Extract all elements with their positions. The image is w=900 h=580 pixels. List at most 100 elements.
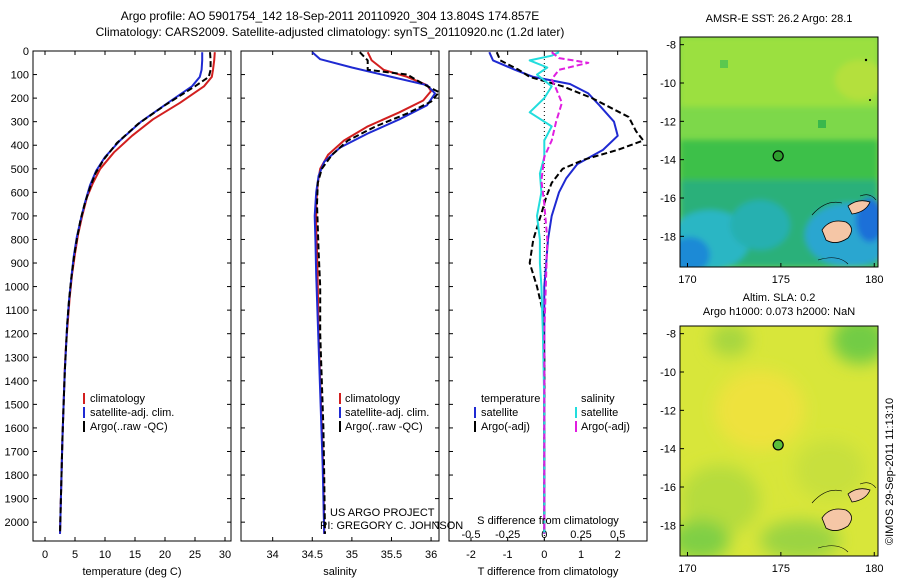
series-line-s-satellite bbox=[528, 51, 560, 534]
ytick-label: 1800 bbox=[5, 470, 29, 482]
difference-axes-frame bbox=[448, 50, 648, 542]
map-ytick-label: -18 bbox=[660, 231, 676, 243]
figure-title-line1: Argo profile: AO 5901754_142 18-Sep-2011… bbox=[121, 9, 540, 23]
map-ytick-label: -10 bbox=[660, 78, 676, 90]
salinity-legend: climatology satellite-adj. clim. Argo(..… bbox=[339, 393, 429, 433]
xtick-label: 5 bbox=[72, 549, 78, 561]
map-ytick-label: -10 bbox=[660, 367, 676, 379]
legend-label-s-satellite: satellite bbox=[581, 407, 618, 419]
xtick-label: 20 bbox=[159, 549, 171, 561]
temperature-yticks: 0 100 200 300 400 500 600 700 800 900 1000 1100 1200… bbox=[5, 46, 231, 529]
legend-label-climatology: climatology bbox=[345, 393, 401, 405]
ytick-label: 1000 bbox=[5, 282, 29, 294]
salinity-diff-xlabel: S difference from climatology bbox=[477, 515, 619, 527]
sst-map-title: AMSR-E SST: 26.2 Argo: 28.1 bbox=[706, 13, 853, 25]
salinity-yticks bbox=[241, 50, 439, 523]
map-xtick-label: 170 bbox=[678, 563, 696, 575]
xtick-label: 0 bbox=[541, 549, 547, 561]
map-ytick-label: -18 bbox=[660, 520, 676, 532]
series-line-t-satellite bbox=[488, 51, 619, 534]
legend-label-s-argo: Argo(-adj) bbox=[581, 421, 630, 433]
salinity-panel: 34 34.5 35 35.5 36 salinity climatology sate… bbox=[240, 50, 463, 578]
salinity-axes-frame bbox=[240, 50, 440, 542]
legend-label-argo: Argo(..raw -QC) bbox=[345, 421, 423, 433]
xtick-label: 0 bbox=[42, 549, 48, 561]
map-xtick-label: 175 bbox=[772, 274, 790, 286]
salinity-xlabel: salinity bbox=[323, 566, 357, 578]
difference-legend: temperature salinity satellite Argo(-adj… bbox=[474, 393, 630, 433]
sla-map-frame bbox=[679, 325, 879, 557]
map-xtick-label: 180 bbox=[865, 274, 883, 286]
salinity-xticks: 34 34.5 35 35.5 36 bbox=[267, 51, 437, 561]
sla-map-title: Altim. SLA: 0.2 bbox=[743, 292, 816, 304]
credit-pi: PI: GREGORY C. JOHNSON bbox=[320, 520, 463, 532]
temperature-xlabel: temperature (deg C) bbox=[82, 566, 181, 578]
ytick-label: 800 bbox=[11, 234, 29, 246]
xtick-label: 25 bbox=[189, 549, 201, 561]
difference-yticks bbox=[449, 50, 647, 523]
xtick-label: 34 bbox=[267, 549, 279, 561]
salinity-series bbox=[311, 51, 440, 534]
series-line-climatology bbox=[315, 51, 433, 534]
credit-project: US ARGO PROJECT bbox=[330, 507, 435, 519]
ytick-label: 1500 bbox=[5, 399, 29, 411]
sla-map-ticks: 170 175 180 -8 -10 -12 -14 -16 -18 bbox=[660, 329, 883, 575]
salinity-diff-tick-label: 0.25 bbox=[570, 529, 591, 541]
float-position-marker bbox=[772, 150, 784, 162]
series-line-argo-raw-qc- bbox=[316, 51, 440, 534]
map-xtick-label: 170 bbox=[678, 274, 696, 286]
temperature-series bbox=[59, 52, 216, 534]
xtick-label: 15 bbox=[129, 549, 141, 561]
map-ytick-label: -16 bbox=[660, 482, 676, 494]
ytick-label: 900 bbox=[11, 258, 29, 270]
ytick-label: 1100 bbox=[5, 305, 29, 317]
ytick-label: 1400 bbox=[5, 376, 29, 388]
difference-salinity-ticks: -0.5 -0.25 0 0.25 0.5 bbox=[462, 529, 626, 541]
figure-title-line2: Climatology: CARS2009. Satellite-adjuste… bbox=[96, 25, 565, 39]
xtick-label: -1 bbox=[503, 549, 513, 561]
map-ytick-label: -14 bbox=[660, 155, 676, 167]
map-ytick-label: -12 bbox=[660, 116, 676, 128]
ytick-label: 300 bbox=[11, 117, 29, 129]
ytick-label: 200 bbox=[11, 93, 29, 105]
xtick-label: 35.5 bbox=[381, 549, 402, 561]
series-line-argo-raw-qc- bbox=[59, 52, 212, 534]
ytick-label: 1900 bbox=[5, 494, 29, 506]
xtick-label: 30 bbox=[219, 549, 231, 561]
sst-map-ticks: 170 175 180 -8 -10 -12 -14 -16 -18 bbox=[660, 40, 883, 286]
xtick-label: 1 bbox=[578, 549, 584, 561]
salinity-diff-tick-label: 0.5 bbox=[610, 529, 625, 541]
difference-xticks: -2 -1 0 1 2 bbox=[466, 51, 621, 561]
ytick-label: 1200 bbox=[5, 329, 29, 341]
ytick-label: 1600 bbox=[5, 423, 29, 435]
ytick-label: 400 bbox=[11, 140, 29, 152]
fiji-islands bbox=[811, 482, 877, 553]
sst-map: AMSR-E SST: 26.2 Argo: 28.1 bbox=[660, 13, 883, 286]
map-ytick-label: -14 bbox=[660, 444, 676, 456]
ytick-label: 1300 bbox=[5, 352, 29, 364]
sst-map-frame bbox=[679, 36, 879, 268]
legend-label-argo: Argo(..raw -QC) bbox=[90, 421, 168, 433]
map-ytick-label: -8 bbox=[666, 329, 676, 341]
temperature-axes-frame bbox=[32, 50, 232, 542]
map-xtick-label: 180 bbox=[865, 563, 883, 575]
legend-label-satellite: satellite-adj. clim. bbox=[345, 407, 429, 419]
ytick-label: 100 bbox=[11, 70, 29, 82]
salinity-diff-tick-label: 0 bbox=[541, 529, 547, 541]
xtick-label: 36 bbox=[425, 549, 437, 561]
map-ytick-label: -12 bbox=[660, 405, 676, 417]
temperature-panel: 0100200300400500600700800900100011001200… bbox=[5, 46, 232, 578]
map-xtick-label: 175 bbox=[772, 563, 790, 575]
sla-map: Altim. SLA: 0.2 Argo h1000: 0.073 h2000:… bbox=[660, 292, 883, 575]
salinity-diff-tick-label: -0.5 bbox=[462, 529, 481, 541]
ytick-label: 2000 bbox=[5, 517, 29, 529]
xtick-label: 35 bbox=[346, 549, 358, 561]
series-line-satellite-adj-clim- bbox=[311, 51, 436, 534]
ytick-label: 700 bbox=[11, 211, 29, 223]
legend-title-temperature: temperature bbox=[481, 393, 540, 405]
map-ytick-label: -16 bbox=[660, 193, 676, 205]
fiji-islands bbox=[811, 58, 877, 265]
legend-title-salinity: salinity bbox=[581, 393, 615, 405]
imos-timestamp: ©IMOS 29-Sep-2011 11:13:10 bbox=[884, 398, 896, 545]
